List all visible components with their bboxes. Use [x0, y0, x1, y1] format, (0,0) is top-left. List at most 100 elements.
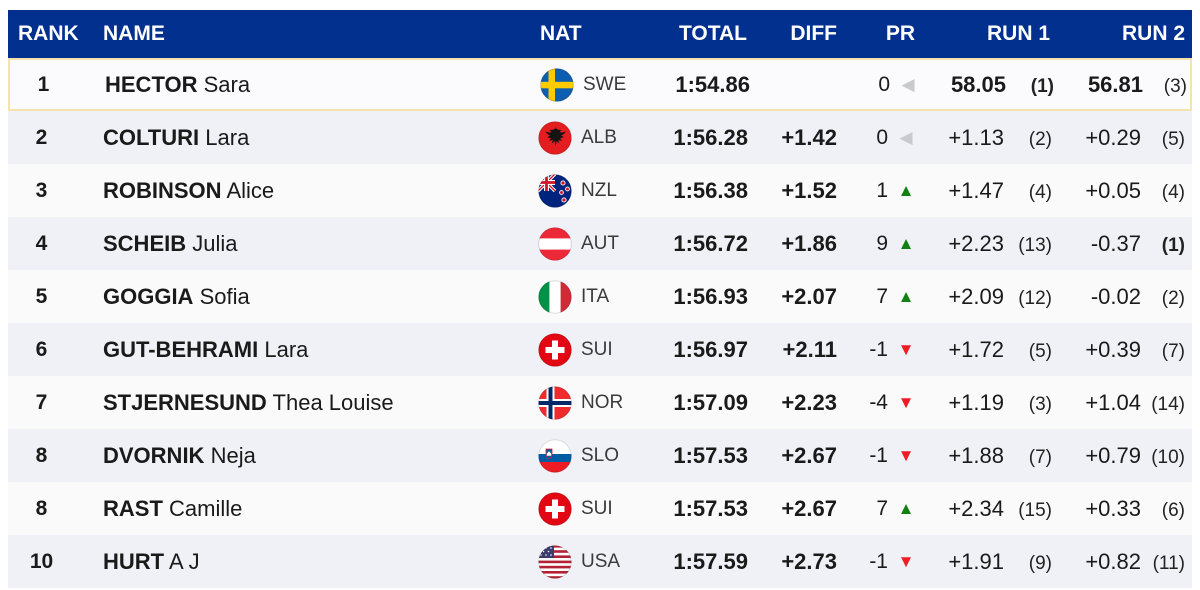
flag-icon — [538, 173, 572, 208]
run2-time: +0.82 — [1085, 548, 1141, 574]
position-change-cell: -1 ▼ — [841, 550, 917, 574]
result-row[interactable]: 7 STJERNESUND Thea Louise NOR 1:57.09 +2… — [8, 376, 1192, 429]
athlete-name: COLTURI Lara — [103, 125, 538, 151]
flag-icon — [538, 491, 572, 526]
position-change-value: 7 — [876, 284, 888, 308]
run1-cell: +2.09 (12) — [917, 284, 1052, 310]
country-code: SUI — [581, 338, 613, 360]
run2-cell: +0.39 (7) — [1052, 337, 1193, 363]
position-change-value: 0 — [878, 72, 890, 96]
country-code: ITA — [581, 285, 610, 307]
athlete-surname: ROBINSON — [103, 177, 222, 203]
diff-value: +1.52 — [781, 177, 837, 203]
total-time: 1:56.28 — [673, 124, 748, 150]
athlete-firstname: Camille — [169, 495, 243, 521]
country-code: NZL — [581, 179, 617, 201]
down-triangle-icon: ▼ — [897, 446, 915, 465]
athlete-firstname: A J — [169, 548, 200, 574]
nation-cell: SUI — [538, 491, 658, 526]
run2-time: 56.81 — [1087, 71, 1143, 97]
position-change-cell: 0 ◀ — [843, 73, 919, 97]
run1-rank: (15) — [1018, 499, 1052, 521]
table-body: 1 HECTOR Sara SWE 1:54.86 0 ◀ 58.05 (1) … — [8, 58, 1192, 588]
athlete-firstname: Alice — [226, 177, 275, 203]
rank-value: 3 — [35, 178, 48, 202]
nation-cell: SLO — [538, 438, 658, 473]
run2-cell: -0.37 (1) — [1052, 231, 1193, 257]
country-code: SUI — [581, 497, 613, 519]
run1-rank: (13) — [1018, 234, 1052, 256]
athlete-name: ROBINSON Alice — [103, 178, 538, 204]
position-change-value: 7 — [876, 496, 888, 520]
athlete-firstname: Neja — [210, 442, 256, 468]
athlete-name: HURT A J — [103, 549, 538, 575]
result-row[interactable]: 5 GOGGIA Sofia ITA 1:56.93 +2.07 7 ▲ +2.… — [8, 270, 1192, 323]
position-change-cell: 7 ▲ — [841, 497, 917, 521]
result-row[interactable]: 10 HURT A J USA 1:57.59 +2.73 -1 ▼ +1.91… — [8, 535, 1192, 588]
result-row[interactable]: 3 ROBINSON Alice NZL 1:56.38 +1.52 1 ▲ +… — [8, 164, 1192, 217]
result-row[interactable]: 2 COLTURI Lara ALB 1:56.28 +1.42 0 ◀ +1.… — [8, 111, 1192, 164]
up-triangle-icon: ▲ — [897, 499, 915, 518]
flag-icon — [538, 544, 572, 579]
athlete-surname: SCHEIB — [103, 230, 187, 256]
total-time: 1:56.38 — [673, 177, 748, 203]
run2-time: +0.33 — [1085, 495, 1141, 521]
run2-rank: (14) — [1151, 393, 1185, 415]
position-change-value: -1 — [869, 337, 888, 361]
athlete-firstname: Lara — [205, 124, 250, 150]
run1-cell: +1.91 (9) — [917, 549, 1052, 575]
result-row[interactable]: 6 GUT-BEHRAMI Lara SUI 1:56.97 +2.11 -1 … — [8, 323, 1192, 376]
run2-rank: (2) — [1161, 287, 1185, 309]
total-time: 1:54.86 — [675, 71, 750, 97]
flag-icon — [538, 279, 572, 314]
column-header-pr: PR — [885, 22, 915, 45]
result-row[interactable]: 8 RAST Camille SUI 1:57.53 +2.67 7 ▲ +2.… — [8, 482, 1192, 535]
athlete-firstname: Julia — [192, 230, 238, 256]
athlete-surname: GOGGIA — [103, 283, 194, 309]
rank-value: 10 — [29, 549, 54, 573]
run2-time: +0.79 — [1085, 442, 1141, 468]
run2-rank: (5) — [1161, 128, 1185, 150]
athlete-surname: GUT-BEHRAMI — [103, 336, 259, 362]
athlete-surname: DVORNIK — [103, 442, 205, 468]
country-code: NOR — [581, 391, 624, 413]
position-change-value: -1 — [869, 443, 888, 467]
column-header-name: NAME — [103, 22, 165, 45]
rank-value: 8 — [35, 496, 48, 520]
diff-value: +2.67 — [781, 495, 837, 521]
run1-rank: (4) — [1028, 181, 1052, 203]
position-change-cell: 1 ▲ — [841, 179, 917, 203]
rank-value: 1 — [37, 72, 50, 96]
run1-rank: (2) — [1028, 128, 1052, 150]
nation-cell: NOR — [538, 385, 658, 420]
diff-value: +2.23 — [781, 389, 837, 415]
flag-icon — [538, 226, 572, 261]
run2-time: +0.39 — [1085, 336, 1141, 362]
result-row[interactable]: 4 SCHEIB Julia AUT 1:56.72 +1.86 9 ▲ +2.… — [8, 217, 1192, 270]
athlete-firstname: Thea Louise — [272, 389, 394, 415]
flag-icon — [538, 332, 572, 367]
athlete-name: RAST Camille — [103, 496, 538, 522]
position-change-cell: 7 ▲ — [841, 285, 917, 309]
up-triangle-icon: ▲ — [897, 287, 915, 306]
run2-cell: 56.81 (3) — [1054, 72, 1195, 98]
diff-value: +2.11 — [782, 336, 837, 362]
run1-time: +1.88 — [948, 442, 1004, 468]
down-triangle-icon: ▼ — [897, 340, 915, 359]
run1-cell: +1.13 (2) — [917, 125, 1052, 151]
athlete-name: STJERNESUND Thea Louise — [103, 390, 538, 416]
run1-time: +1.13 — [948, 124, 1004, 150]
rank-value: 8 — [35, 443, 48, 467]
flag-icon — [540, 67, 574, 102]
diff-value: +1.42 — [781, 124, 837, 150]
up-triangle-icon: ▲ — [897, 181, 915, 200]
run2-time: -0.02 — [1090, 283, 1141, 309]
result-row[interactable]: 1 HECTOR Sara SWE 1:54.86 0 ◀ 58.05 (1) … — [8, 58, 1192, 111]
flag-icon — [538, 438, 572, 473]
athlete-surname: STJERNESUND — [103, 389, 267, 415]
result-row[interactable]: 8 DVORNIK Neja SLO 1:57.53 +2.67 -1 ▼ +1… — [8, 429, 1192, 482]
total-time: 1:56.97 — [673, 336, 748, 362]
column-header-run1: RUN 1 — [986, 22, 1050, 45]
athlete-firstname: Sara — [203, 71, 251, 97]
run1-rank: (3) — [1028, 393, 1052, 415]
